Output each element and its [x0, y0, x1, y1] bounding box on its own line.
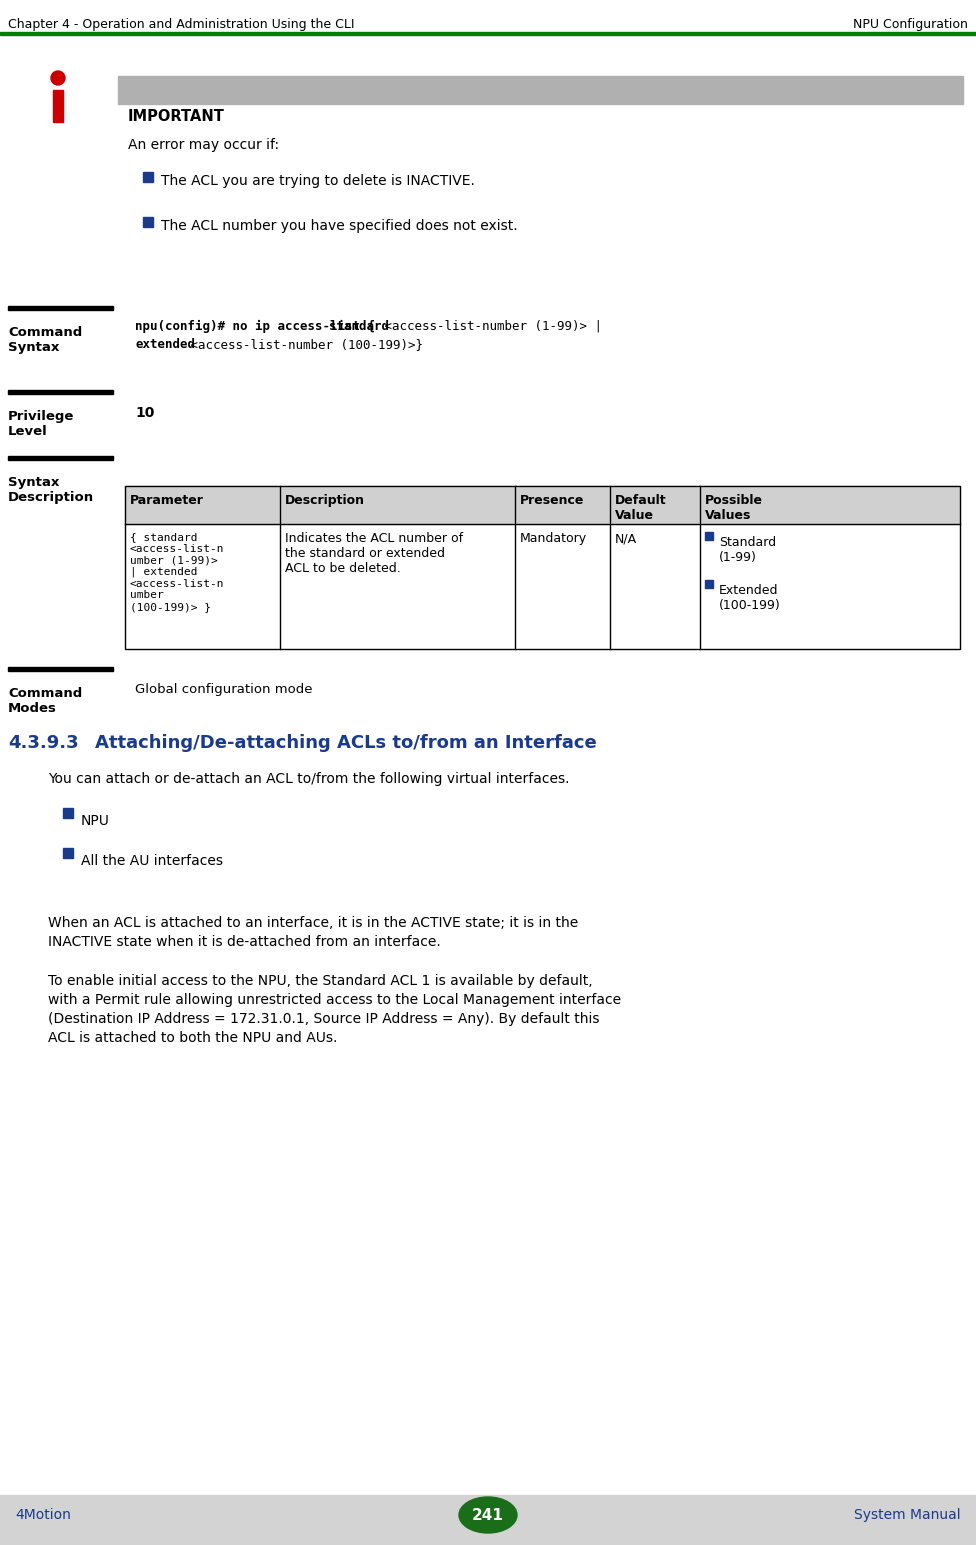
Text: An error may occur if:: An error may occur if:	[128, 138, 279, 151]
Text: (Destination IP Address = 172.31.0.1, Source IP Address = Any). By default this: (Destination IP Address = 172.31.0.1, So…	[48, 1012, 599, 1026]
Text: extended: extended	[135, 338, 195, 351]
Text: System Manual: System Manual	[854, 1508, 961, 1522]
Text: All the AU interfaces: All the AU interfaces	[81, 854, 223, 868]
Text: { standard
<access-list-n
umber (1-99)>
| extended
<access-list-n
umber
(100-199: { standard <access-list-n umber (1-99)> …	[130, 531, 224, 612]
Text: Global configuration mode: Global configuration mode	[135, 683, 312, 695]
Text: Mandatory: Mandatory	[520, 531, 588, 545]
Text: Indicates the ACL number of
the standard or extended
ACL to be deleted.: Indicates the ACL number of the standard…	[285, 531, 464, 575]
Text: standard: standard	[329, 320, 388, 334]
Text: with a Permit rule allowing unrestricted access to the Local Management interfac: with a Permit rule allowing unrestricted…	[48, 993, 621, 1007]
Text: Standard
(1-99): Standard (1-99)	[719, 536, 776, 564]
Bar	[705, 579, 713, 589]
Text: Chapter 4 - Operation and Administration Using the CLI: Chapter 4 - Operation and Administration…	[8, 19, 354, 31]
Text: When an ACL is attached to an interface, it is in the ACTIVE state; it is in the: When an ACL is attached to an interface,…	[48, 916, 578, 930]
Bar	[118, 76, 963, 104]
Text: NPU: NPU	[81, 814, 110, 828]
Text: Description: Description	[285, 494, 365, 507]
Bar	[53, 90, 63, 122]
Text: 241: 241	[472, 1508, 504, 1522]
Text: NPU Configuration: NPU Configuration	[853, 19, 968, 31]
Text: Syntax
Description: Syntax Description	[8, 476, 94, 504]
Ellipse shape	[459, 1497, 517, 1533]
Text: 10: 10	[135, 406, 154, 420]
Bar	[0, 1496, 976, 1545]
Text: IMPORTANT: IMPORTANT	[128, 110, 224, 124]
Text: You can attach or de-attach an ACL to/from the following virtual interfaces.: You can attach or de-attach an ACL to/fr…	[48, 772, 570, 786]
Text: <access-list-number (1-99)> |: <access-list-number (1-99)> |	[377, 320, 602, 334]
Text: npu(config)# no ip access-list {: npu(config)# no ip access-list {	[135, 320, 375, 334]
Bar	[8, 389, 113, 394]
Text: INACTIVE state when it is de-attached from an interface.: INACTIVE state when it is de-attached fr…	[48, 935, 441, 949]
Bar	[63, 808, 73, 817]
Text: 4.3.9.3: 4.3.9.3	[8, 734, 79, 752]
Text: N/A: N/A	[615, 531, 637, 545]
Text: <access-list-number (100-199)>}: <access-list-number (100-199)>}	[183, 338, 424, 351]
Bar	[125, 487, 960, 649]
Text: Attaching/De-attaching ACLs to/from an Interface: Attaching/De-attaching ACLs to/from an I…	[95, 734, 596, 752]
Bar	[705, 531, 713, 541]
Bar	[143, 216, 153, 227]
Bar	[0, 32, 976, 36]
Circle shape	[51, 71, 65, 85]
Text: Parameter: Parameter	[130, 494, 204, 507]
Text: ACL is attached to both the NPU and AUs.: ACL is attached to both the NPU and AUs.	[48, 1031, 338, 1044]
Text: The ACL you are trying to delete is INACTIVE.: The ACL you are trying to delete is INAC…	[161, 175, 475, 188]
Text: Privilege
Level: Privilege Level	[8, 409, 74, 437]
Text: To enable initial access to the NPU, the Standard ACL 1 is available by default,: To enable initial access to the NPU, the…	[48, 973, 592, 987]
Bar	[125, 487, 960, 524]
Text: Extended
(100-199): Extended (100-199)	[719, 584, 781, 612]
Text: Command
Modes: Command Modes	[8, 688, 82, 715]
Bar	[143, 171, 153, 182]
Bar	[8, 306, 113, 311]
Text: Command
Syntax: Command Syntax	[8, 326, 82, 354]
Bar	[8, 456, 113, 460]
Text: Default
Value: Default Value	[615, 494, 667, 522]
Text: The ACL number you have specified does not exist.: The ACL number you have specified does n…	[161, 219, 517, 233]
Bar	[63, 848, 73, 857]
Bar	[8, 667, 113, 671]
Text: Possible
Values: Possible Values	[705, 494, 763, 522]
Text: 4Motion: 4Motion	[15, 1508, 71, 1522]
Text: Presence: Presence	[520, 494, 585, 507]
